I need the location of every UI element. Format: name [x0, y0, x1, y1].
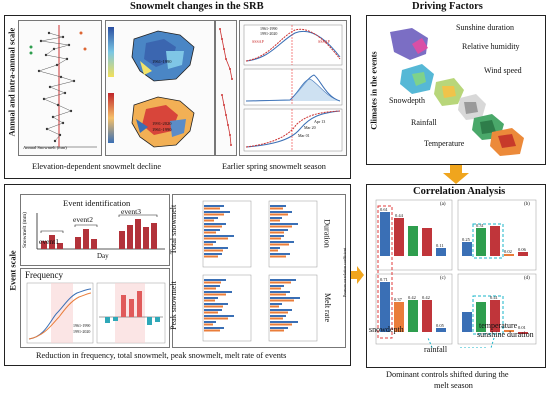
event-x-label: Day — [97, 252, 109, 260]
corr-val-a2: 0.44 — [395, 213, 403, 218]
event-identification-panel: Event identification event1 event2 event… — [20, 194, 170, 266]
corr-val-d1: 0.41 — [490, 295, 498, 300]
caption-earlier-spring: Earlier spring snowmelt season — [222, 162, 326, 171]
right-arrow-icon — [349, 266, 364, 284]
event3-label: event3 — [121, 207, 141, 216]
event1-label: event1 — [39, 237, 59, 246]
corr-val-c4: 0.42 — [422, 295, 430, 300]
annot-snowdepth: snowdepth — [369, 325, 404, 334]
annot-rainfall: rainfall — [424, 345, 448, 354]
event-y-label: Snowmelt (mm) — [21, 212, 28, 248]
corr-panel-b: (b) — [524, 202, 530, 207]
annual-snowmelt-scatter: Annual Snowmelt (mm) — [18, 20, 102, 156]
corr-val-c5: 0.05 — [436, 323, 444, 328]
metric-melt-rate: Melt rate — [323, 292, 333, 323]
scatter-x-label: Annual Snowmelt (mm) — [23, 145, 67, 150]
snowmelt-maps: 1961-1990 1991-2020 1961-1990 — [105, 20, 215, 156]
season-mark-2: Mar 20 — [304, 125, 316, 130]
seasonal-curves: SSSAP SSSAP 1961-1990 1991-2020 Apr 13 M… — [239, 20, 347, 156]
metric-total-snowmelt: Total snowmelt — [169, 204, 179, 255]
corr-val-a3: 0.11 — [436, 243, 444, 248]
snowmelt-map-figure — [108, 27, 195, 148]
factor-rainfall: Rainfall — [411, 118, 437, 127]
caption-dominant-controls-2: melt season — [434, 381, 473, 390]
event-metric-bars — [202, 200, 318, 342]
season-mark-1: Apr 13 — [314, 119, 326, 124]
correlation-bar-charts — [375, 199, 537, 348]
factor-humidity: Relative humidity — [462, 42, 520, 51]
corr-val-a1: 0.61 — [380, 207, 388, 212]
season-mark-3: Mar 01 — [298, 133, 310, 138]
corr-panel-c: (c) — [440, 276, 446, 281]
freq-legend-2: 1991-2020 — [73, 329, 91, 334]
corr-val-b2: 0.31 — [476, 223, 484, 228]
corr-panel-d: (d) — [524, 276, 530, 281]
caption-event-reduction: Reduction in frequency, total snowmelt, … — [36, 351, 287, 360]
caption-dominant-controls-1: Dominant controls shifted during the — [386, 370, 509, 379]
event-bar-chart — [36, 213, 165, 250]
metric-duration: Duration — [322, 219, 332, 248]
event2-label: event2 — [73, 215, 93, 224]
corr-panel-a: (a) — [440, 202, 446, 207]
event-identification-title: Event identification — [63, 198, 131, 208]
frequency-panel: Frequency 1961-1990 1991-2020 — [20, 268, 170, 348]
map-label-2: 1991-2020 — [152, 121, 172, 126]
correlation-title: Correlation Analysis — [413, 186, 506, 197]
factor-temperature: Temperature — [424, 139, 465, 148]
down-arrow-icon — [443, 165, 469, 184]
map-label-3: 1961-1990 — [152, 127, 172, 132]
annot-sunshine: sunshine duration — [477, 330, 534, 339]
elevation-profile-plots — [219, 28, 233, 146]
corr-val-b4: 0.06 — [518, 247, 526, 252]
frequency-title: Frequency — [25, 270, 63, 280]
corr-val-c3: 0.42 — [408, 295, 416, 300]
factor-wind: Wind speed — [484, 66, 522, 75]
seasonal-curve-plots — [243, 24, 343, 152]
scatter-plot — [25, 25, 97, 148]
corr-val-d2: 0.01 — [518, 325, 526, 330]
annual-scale-label: Annual and intra-annual scale — [7, 27, 17, 137]
event-scale-label: Event scale — [8, 250, 18, 291]
elevation-profiles — [215, 20, 237, 156]
corr-y-label: Pearson correlation coefficient — [342, 247, 348, 298]
corr-val-c1: 0.71 — [380, 277, 388, 282]
legend-period-1: 1961-1990 — [260, 26, 278, 31]
event-metrics-grid: Total snowmelt Duration Peak snowmelt Me… — [168, 194, 346, 348]
legend-period-2: 1991-2020 — [260, 31, 278, 36]
metric-peak-snowmelt: Peak snowmelt — [168, 281, 178, 330]
corr-val-c2: 0.37 — [394, 297, 402, 302]
curve-label-right: SSSAP — [318, 39, 330, 44]
factor-snowdepth: Snowdepth — [389, 96, 425, 105]
factor-sunshine: Sunshine duration — [456, 23, 514, 32]
freq-legend-1: 1961-1990 — [73, 323, 91, 328]
corr-val-b3: 0.02 — [504, 249, 512, 254]
driving-factor-maps — [390, 28, 524, 156]
annot-temperature: temperature — [479, 321, 518, 330]
snowmelt-changes-title: Snowmelt changes in the SRB — [130, 1, 264, 12]
caption-elevation-decline: Elevation-dependent snowmelt decline — [32, 162, 162, 171]
map-label-1: 1961-1990 — [152, 59, 172, 64]
corr-val-b1: 0.25 — [462, 237, 470, 242]
frequency-charts — [26, 282, 166, 344]
curve-label-left: SSSAP — [252, 39, 264, 44]
driving-factors-title: Driving Factors — [412, 1, 483, 12]
